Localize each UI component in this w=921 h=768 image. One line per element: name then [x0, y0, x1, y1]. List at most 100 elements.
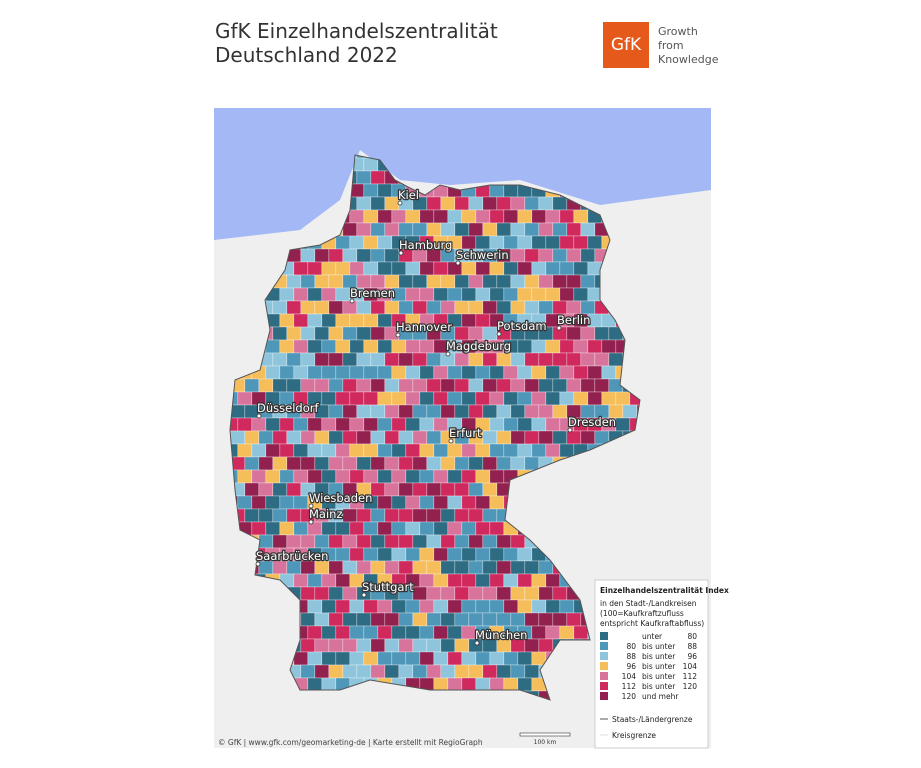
district: [293, 443, 309, 458]
district: [524, 560, 540, 575]
legend-to: 112: [683, 672, 698, 681]
district: [538, 612, 554, 627]
district: [391, 469, 407, 484]
district: [405, 391, 421, 406]
district: [398, 300, 414, 315]
district: [503, 417, 519, 432]
district: [545, 287, 561, 302]
district: [559, 235, 575, 250]
district: [517, 391, 533, 406]
district: [300, 378, 316, 393]
district: [545, 365, 561, 380]
district: [461, 313, 477, 328]
district: [440, 482, 456, 497]
district: [461, 495, 477, 510]
district: [559, 287, 575, 302]
legend-subtitle: entspricht Kaufkraftabfluss): [600, 619, 704, 628]
district: [384, 638, 400, 653]
district: [587, 235, 603, 250]
district: [321, 677, 337, 692]
district: [510, 248, 526, 263]
district: [356, 508, 372, 523]
district: [559, 599, 575, 614]
district: [496, 196, 512, 211]
district: [293, 417, 309, 432]
district: [440, 300, 456, 315]
district: [580, 352, 596, 367]
logo: [603, 22, 649, 68]
footer: © GfK | www.gfk.com/geomarketing-de | Ka…: [218, 738, 483, 747]
district: [307, 677, 323, 692]
district: [363, 651, 379, 666]
district: [419, 625, 435, 640]
district: [419, 521, 435, 536]
district: [405, 287, 421, 302]
district: [251, 469, 267, 484]
district: [398, 456, 414, 471]
district: [461, 521, 477, 536]
district: [538, 430, 554, 445]
district: [384, 534, 400, 549]
city-label: München: [475, 628, 527, 642]
district: [454, 560, 470, 575]
city-dot: [455, 260, 461, 266]
district: [475, 261, 491, 276]
district: [335, 287, 351, 302]
district: [489, 573, 505, 588]
tagline: from: [658, 39, 684, 52]
district: [335, 625, 351, 640]
district: [552, 274, 568, 289]
district: [447, 677, 463, 692]
district: [377, 235, 393, 250]
district: [545, 443, 561, 458]
district: [517, 261, 533, 276]
district: [475, 469, 491, 484]
district: [580, 222, 596, 237]
district: [356, 534, 372, 549]
district: [370, 248, 386, 263]
district: [454, 638, 470, 653]
district: [377, 417, 393, 432]
district: [510, 456, 526, 471]
district: [314, 274, 330, 289]
district: [545, 625, 561, 640]
district: [279, 521, 295, 536]
district: [510, 378, 526, 393]
district: [461, 209, 477, 224]
district: [363, 625, 379, 640]
district: [559, 261, 575, 276]
district: [342, 430, 358, 445]
district: [349, 261, 365, 276]
district: [293, 261, 309, 276]
district: [433, 417, 449, 432]
district: [272, 326, 288, 341]
district: [447, 209, 463, 224]
district: [405, 443, 421, 458]
district: [538, 274, 554, 289]
district: [531, 651, 547, 666]
district: [391, 417, 407, 432]
district: [300, 430, 316, 445]
city-dot: [308, 519, 314, 525]
district: [321, 651, 337, 666]
district: [356, 352, 372, 367]
district: [601, 365, 617, 380]
district: [300, 300, 316, 315]
district: [503, 209, 519, 224]
district: [454, 534, 470, 549]
district: [363, 235, 379, 250]
district: [440, 638, 456, 653]
district: [307, 573, 323, 588]
district: [272, 456, 288, 471]
district: [321, 339, 337, 354]
district: [447, 651, 463, 666]
district: [454, 456, 470, 471]
legend-from: 80: [626, 642, 636, 651]
legend-from: 112: [622, 682, 637, 691]
district: [391, 599, 407, 614]
district: [349, 651, 365, 666]
district: [433, 391, 449, 406]
district: [426, 612, 442, 627]
district: [531, 443, 547, 458]
district: [349, 209, 365, 224]
